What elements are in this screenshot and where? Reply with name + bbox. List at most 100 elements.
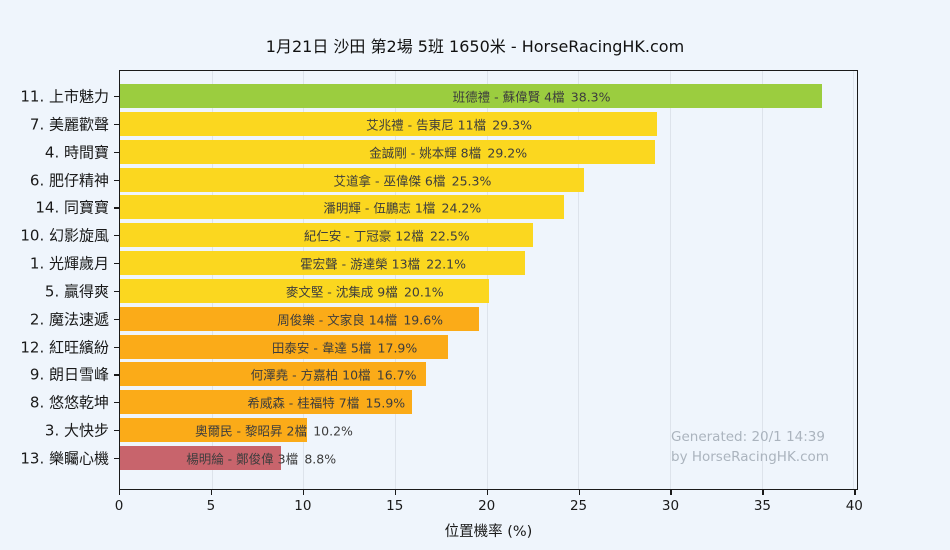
x-tick-mark-20 xyxy=(486,490,488,495)
y-axis-label-horse: 4. 時間寶 xyxy=(44,143,109,162)
y-axis-label-horse: 13. 樂矚心機 xyxy=(20,449,109,468)
y-tick-mark xyxy=(114,318,120,320)
probability-bar xyxy=(120,362,427,387)
bar-label: 艾道拿 - 巫偉傑 6檔 25.3% xyxy=(333,173,492,189)
x-tick-mark-35 xyxy=(762,490,764,495)
y-tick-mark xyxy=(114,430,120,432)
bar-row-2: 7. 美麗歡聲 艾兆禮 - 告東尼 11檔 29.3% xyxy=(30,111,857,136)
y-tick-mark xyxy=(114,207,120,209)
probability-bar xyxy=(120,139,656,164)
probability-bar xyxy=(120,418,307,443)
x-tick-label-30: 30 xyxy=(661,498,680,514)
gridline-x-40 xyxy=(853,71,855,489)
x-tick-mark-5 xyxy=(210,490,213,495)
bar-rows: 11. 上市魅力 班德禮 - 蘇偉賢 4檔 38.3% 7. 美麗歡聲 艾兆禮 - 告… xyxy=(20,84,857,470)
watermark-line-2: by HorseRacingHK.com xyxy=(671,449,829,465)
gridline-x-35 xyxy=(761,71,763,489)
bar-row-1: 11. 上市魅力 班德禮 - 蘇偉賢 4檔 38.3% xyxy=(20,84,857,108)
bar-row-5: 14. 同寶寶 潘明輝 - 伍鵬志 1檔 24.2% xyxy=(35,195,857,220)
x-tick-mark-15 xyxy=(394,490,396,495)
probability-bar xyxy=(120,84,823,108)
x-tick-label-35: 35 xyxy=(753,498,771,514)
bar-row-6: 10. 幻影旋風 紀仁安 - 丁冠豪 12檔 22.5% xyxy=(20,223,857,248)
y-axis-label-horse: 7. 美麗歡聲 xyxy=(29,115,109,134)
y-axis-label-horse: 1. 光輝歲月 xyxy=(29,254,109,273)
y-tick-mark xyxy=(114,179,120,181)
y-tick-mark xyxy=(114,402,120,404)
probability-bar xyxy=(120,334,449,359)
bar-label: 周俊樂 - 文家良 14檔 19.6% xyxy=(277,312,444,328)
chart-title: 1月21日 沙田 第2場 5班 1650米 - HorseRacingHK.co… xyxy=(265,37,685,56)
probability-bar xyxy=(120,195,564,220)
bar-label: 奧爾民 - 黎昭昇 2檔 10.2% xyxy=(195,423,353,439)
bar-row-13: 3. 大快步 奧爾民 - 黎昭昇 2檔 10.2% xyxy=(45,418,857,443)
bar-label: 紀仁安 - 丁冠豪 12檔 22.5% xyxy=(303,228,470,244)
y-axis-label-horse: 11. 上市魅力 xyxy=(20,87,109,106)
x-tick-mark-40 xyxy=(854,490,856,495)
y-axis-label-horse: 6. 肥仔精神 xyxy=(29,171,109,190)
y-tick-mark xyxy=(114,263,120,265)
y-tick-mark xyxy=(114,123,120,126)
x-tick-mark-10 xyxy=(302,490,305,495)
probability-bar xyxy=(120,251,526,276)
x-tick-label-5: 5 xyxy=(206,498,216,514)
bar-label: 希威森 - 桂福特 7檔 15.9% xyxy=(247,395,406,411)
y-axis-label-horse: 10. 幻影旋風 xyxy=(20,226,109,245)
probability-bar xyxy=(120,111,658,136)
x-tick-label-0: 0 xyxy=(114,498,124,514)
probability-bar xyxy=(120,445,282,470)
bar-row-4: 6. 肥仔精神 艾道拿 - 巫偉傑 6檔 25.3% xyxy=(30,167,857,192)
x-tick-mark-30 xyxy=(670,490,672,495)
y-axis-label-horse: 12. 紅旺繽紛 xyxy=(20,338,109,357)
probability-bar xyxy=(120,390,412,415)
probability-bar xyxy=(120,306,480,331)
bar-row-8: 5. 贏得爽 麥文堅 - 沈集成 9檔 20.1% xyxy=(45,278,857,303)
bar-label: 田泰安 - 韋達 5檔 17.9% xyxy=(271,340,418,356)
probability-bar xyxy=(120,223,533,248)
y-axis-label-horse: 8. 悠悠乾坤 xyxy=(29,393,109,412)
bar-row-11: 9. 朗日雪峰 何澤堯 - 方嘉柏 10檔 16.7% xyxy=(30,362,857,387)
plot-area: 11. 上市魅力 班德禮 - 蘇偉賢 4檔 38.3% 7. 美麗歡聲 艾兆禮 - 告… xyxy=(20,70,858,490)
gridline-x-30 xyxy=(670,71,671,489)
y-tick-mark xyxy=(114,290,120,293)
y-tick-mark xyxy=(114,346,120,348)
x-tick-label-25: 25 xyxy=(569,498,588,514)
bar-row-14: 13. 樂矚心機 楊明綸 - 鄭俊偉 3檔 8.8% xyxy=(20,445,857,470)
x-tick-mark-25 xyxy=(578,490,580,495)
bar-label: 何澤堯 - 方嘉柏 10檔 16.7% xyxy=(250,367,417,383)
y-axis-label-horse: 14. 同寶寶 xyxy=(35,198,109,217)
bar-label: 班德禮 - 蘇偉賢 4檔 38.3% xyxy=(452,89,611,105)
bar-label: 麥文堅 - 沈集成 9檔 20.1% xyxy=(285,284,444,300)
bar-label: 金誠剛 - 姚本輝 8檔 29.2% xyxy=(369,145,528,161)
y-axis-label-horse: 2. 魔法速遞 xyxy=(29,310,109,329)
gridline-x-25 xyxy=(578,71,580,489)
bar-label: 霍宏聲 - 游達榮 13檔 22.1% xyxy=(300,256,466,272)
bar-label: 楊明綸 - 鄭俊偉 3檔 8.8% xyxy=(186,451,337,467)
y-tick-mark xyxy=(114,235,120,237)
probability-bar xyxy=(120,278,489,303)
bar-row-7: 1. 光輝歲月 霍宏聲 - 游達榮 13檔 22.1% xyxy=(30,251,857,276)
bar-label: 潘明輝 - 伍鵬志 1檔 24.2% xyxy=(323,200,482,216)
x-tick-label-15: 15 xyxy=(386,498,404,514)
watermark-line-1: Generated: 20/1 14:39 xyxy=(671,429,825,445)
x-axis-title: 位置機率 (%) xyxy=(444,524,533,540)
y-tick-mark xyxy=(114,151,120,153)
y-tick-mark xyxy=(114,374,120,376)
bar-row-10: 12. 紅旺繽紛 田泰安 - 韋達 5檔 17.9% xyxy=(20,334,857,359)
y-tick-mark xyxy=(114,96,120,98)
y-axis-label-horse: 9. 朗日雪峰 xyxy=(29,365,109,384)
y-tick-mark xyxy=(114,457,120,460)
y-axis-label-horse: 3. 大快步 xyxy=(44,421,109,440)
x-tick-label-10: 10 xyxy=(294,498,312,514)
x-tick-mark-0 xyxy=(119,490,121,495)
bar-row-9: 2. 魔法速遞 周俊樂 - 文家良 14檔 19.6% xyxy=(30,306,857,331)
bar-label: 艾兆禮 - 告東尼 11檔 29.3% xyxy=(366,117,532,133)
y-axis-label-horse: 5. 贏得爽 xyxy=(44,282,109,301)
x-tick-label-20: 20 xyxy=(478,498,496,514)
bar-row-3: 4. 時間寶 金誠剛 - 姚本輝 8檔 29.2% xyxy=(45,139,857,164)
watermark: Generated: 20/1 14:39 by HorseRacingHK.c… xyxy=(671,427,829,467)
bar-row-12: 8. 悠悠乾坤 希威森 - 桂福特 7檔 15.9% xyxy=(30,390,857,415)
x-tick-label-40: 40 xyxy=(845,498,863,514)
probability-bar xyxy=(120,167,584,192)
